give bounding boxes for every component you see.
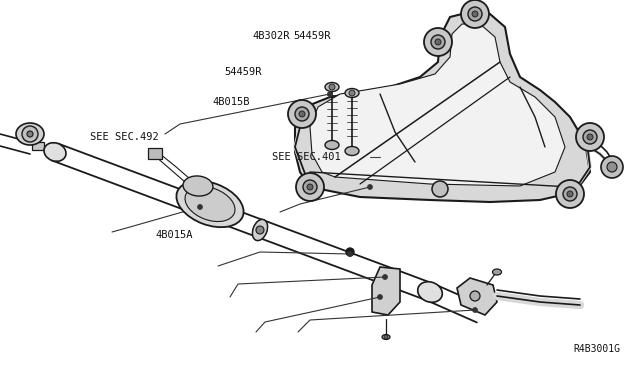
Text: 54459R: 54459R <box>293 31 330 41</box>
Ellipse shape <box>183 176 213 196</box>
Circle shape <box>378 295 383 299</box>
Circle shape <box>198 205 202 209</box>
Circle shape <box>472 11 478 17</box>
Ellipse shape <box>185 186 235 222</box>
Circle shape <box>432 181 448 197</box>
Ellipse shape <box>493 269 502 275</box>
Circle shape <box>567 191 573 197</box>
Polygon shape <box>295 12 590 202</box>
Circle shape <box>296 173 324 201</box>
Text: SEE SEC.492: SEE SEC.492 <box>90 132 159 142</box>
Text: 4B015A: 4B015A <box>155 230 193 240</box>
Circle shape <box>468 7 482 21</box>
Ellipse shape <box>252 219 268 241</box>
Circle shape <box>346 248 354 256</box>
Ellipse shape <box>44 143 66 161</box>
Ellipse shape <box>345 89 359 97</box>
Circle shape <box>288 100 316 128</box>
Polygon shape <box>457 278 497 315</box>
Circle shape <box>384 335 388 339</box>
Circle shape <box>383 275 387 279</box>
Ellipse shape <box>345 147 359 155</box>
Circle shape <box>367 185 372 189</box>
Circle shape <box>303 180 317 194</box>
Polygon shape <box>372 267 400 315</box>
Circle shape <box>22 126 38 142</box>
Text: 4B302R: 4B302R <box>252 31 289 41</box>
Circle shape <box>349 90 355 96</box>
Circle shape <box>601 156 623 178</box>
Circle shape <box>295 107 309 121</box>
Polygon shape <box>32 142 44 150</box>
Circle shape <box>472 308 477 312</box>
Ellipse shape <box>177 181 244 227</box>
Circle shape <box>461 0 489 28</box>
Circle shape <box>307 184 313 190</box>
Circle shape <box>563 187 577 201</box>
Text: 54459R: 54459R <box>224 67 262 77</box>
Circle shape <box>329 84 335 90</box>
Ellipse shape <box>16 123 44 145</box>
Circle shape <box>607 162 617 172</box>
Ellipse shape <box>325 141 339 150</box>
Text: 4B015B: 4B015B <box>212 97 250 107</box>
Circle shape <box>256 226 264 234</box>
Circle shape <box>435 39 441 45</box>
Circle shape <box>431 35 445 49</box>
Polygon shape <box>148 148 162 159</box>
Circle shape <box>328 92 333 96</box>
Circle shape <box>348 251 353 257</box>
Circle shape <box>470 291 480 301</box>
Circle shape <box>583 130 597 144</box>
Circle shape <box>27 131 33 137</box>
Circle shape <box>587 134 593 140</box>
Circle shape <box>576 123 604 151</box>
Circle shape <box>299 111 305 117</box>
Circle shape <box>556 180 584 208</box>
Circle shape <box>424 28 452 56</box>
Ellipse shape <box>382 334 390 340</box>
Ellipse shape <box>418 282 442 302</box>
Text: R4B3001G: R4B3001G <box>573 344 620 354</box>
Ellipse shape <box>325 83 339 92</box>
Text: SEE SEC.401: SEE SEC.401 <box>272 152 340 162</box>
Polygon shape <box>310 24 565 186</box>
